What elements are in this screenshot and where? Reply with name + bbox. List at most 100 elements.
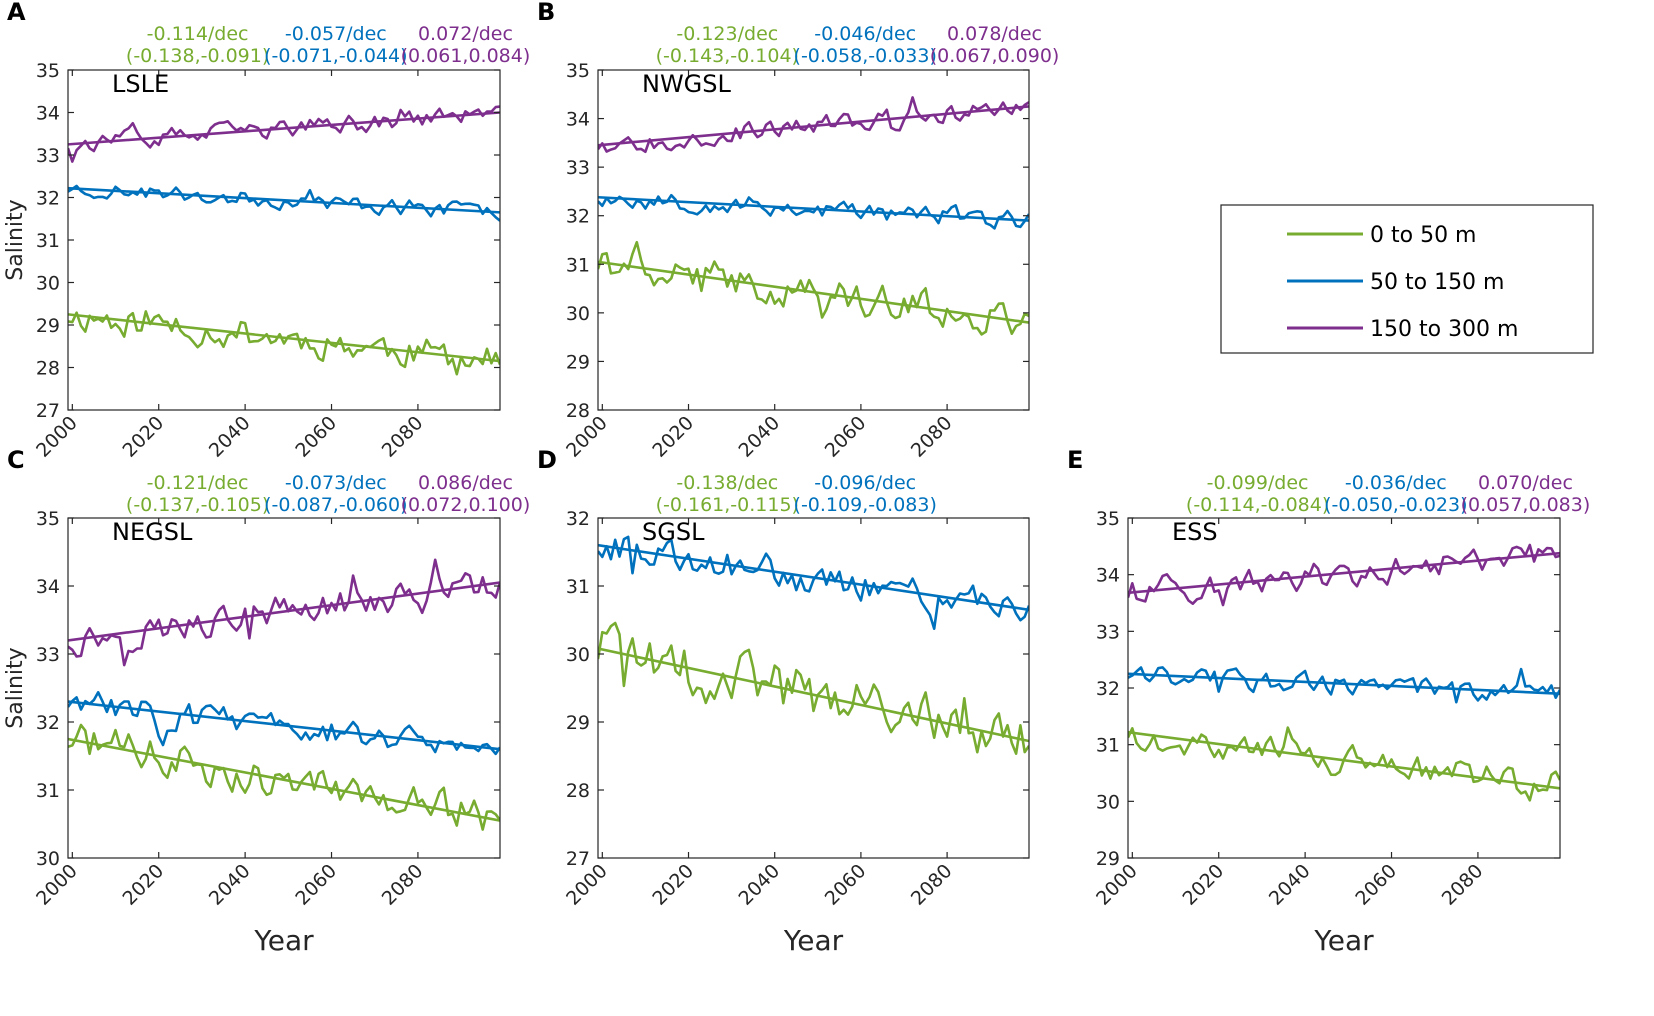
y-tick-label: 28 xyxy=(36,358,60,380)
y-tick-label: 27 xyxy=(36,400,60,422)
y-tick-label: 31 xyxy=(36,780,60,802)
trend-rate-label: 0.072/dec xyxy=(418,23,513,45)
y-tick-label: 29 xyxy=(36,315,60,337)
trend-rate-label: -0.123/dec xyxy=(676,23,778,45)
trend-ci-label: (-0.109,-0.083) xyxy=(794,494,937,516)
y-tick-label: 28 xyxy=(566,400,590,422)
x-tick-label: 2080 xyxy=(907,412,957,462)
x-tick-label: 2040 xyxy=(205,860,255,910)
trend-line xyxy=(1128,730,1560,790)
trend-line xyxy=(598,260,1029,324)
series-line-0-to-50-m xyxy=(1128,726,1560,802)
series-line-0-to-50-m xyxy=(598,621,1029,756)
region-label: ESS xyxy=(1172,518,1218,546)
y-tick-label: 30 xyxy=(36,848,60,870)
trend-ci-label: (-0.143,-0.104) xyxy=(656,45,799,67)
y-tick-label: 31 xyxy=(566,254,590,276)
legend-label: 0 to 50 m xyxy=(1370,223,1477,248)
trend-rate-label: 0.070/dec xyxy=(1478,472,1573,494)
series-line-150-to-300-m xyxy=(68,558,500,667)
trend-ci-label: (-0.114,-0.084) xyxy=(1186,494,1329,516)
series-line-0-to-50-m xyxy=(598,240,1029,336)
y-tick-label: 35 xyxy=(36,60,60,82)
x-tick-label: 2060 xyxy=(821,412,871,462)
series-line-0-to-50-m xyxy=(68,723,500,831)
series-line-50-to-150-m xyxy=(1128,666,1560,704)
series-line-50-to-150-m xyxy=(68,184,500,222)
x-tick-label: 2020 xyxy=(119,860,169,910)
x-tick-label: 2060 xyxy=(291,860,341,910)
y-tick-label: 34 xyxy=(566,109,590,131)
trend-rate-label: 0.078/dec xyxy=(947,23,1042,45)
trend-ci-label: (-0.138,-0.091) xyxy=(126,45,269,67)
y-tick-label: 32 xyxy=(566,206,590,228)
trend-line xyxy=(68,313,500,363)
x-axis-title: Year xyxy=(253,924,314,957)
y-tick-label: 33 xyxy=(1096,621,1120,643)
x-axis-title: Year xyxy=(1313,924,1374,957)
axes-box xyxy=(597,69,1030,411)
y-axis-title: Salinity xyxy=(3,647,28,728)
trend-rate-label: -0.121/dec xyxy=(147,472,249,494)
y-axis-title: Salinity xyxy=(3,199,28,280)
trend-ci-label: (-0.087,-0.060) xyxy=(264,494,407,516)
y-tick-label: 35 xyxy=(1096,508,1120,530)
trend-rate-label: -0.099/dec xyxy=(1207,472,1309,494)
y-tick-label: 34 xyxy=(36,103,60,125)
y-tick-label: 32 xyxy=(566,508,590,530)
trend-rate-label: -0.138/dec xyxy=(676,472,778,494)
y-tick-label: 27 xyxy=(566,848,590,870)
trend-rate-label: -0.096/dec xyxy=(814,472,916,494)
panel-a: A -0.114/dec(-0.138,-0.091) -0.057/dec(-0.… xyxy=(3,0,530,462)
y-tick-label: 34 xyxy=(36,576,60,598)
y-tick-label: 33 xyxy=(36,145,60,167)
panel-c: C -0.121/dec(-0.137,-0.105) -0.073/dec(-0.… xyxy=(3,446,530,957)
trend-ci-label: (0.057,0.083) xyxy=(1461,494,1591,516)
y-tick-label: 32 xyxy=(1096,678,1120,700)
x-tick-label: 2080 xyxy=(907,860,957,910)
y-tick-label: 31 xyxy=(36,230,60,252)
trend-rate-label: -0.114/dec xyxy=(147,23,249,45)
x-tick-label: 2040 xyxy=(1265,860,1315,910)
trend-line xyxy=(598,543,1029,612)
series-line-150-to-300-m xyxy=(1128,543,1560,607)
y-tick-label: 29 xyxy=(1096,848,1120,870)
trend-ci-label: (-0.050,-0.023) xyxy=(1324,494,1467,516)
x-tick-label: 2020 xyxy=(1179,860,1229,910)
trend-line xyxy=(68,581,500,642)
panel-letter: B xyxy=(537,0,555,26)
trend-ci-label: (-0.058,-0.033) xyxy=(794,45,937,67)
panel-b: B -0.123/dec(-0.143,-0.104) -0.046/dec(-0.… xyxy=(537,0,1059,462)
series-line-150-to-300-m xyxy=(598,96,1029,154)
trend-ci-label: (0.061,0.084) xyxy=(401,45,531,67)
trend-line xyxy=(68,700,500,751)
legend-box xyxy=(1220,204,1594,354)
region-label: NWGSL xyxy=(642,70,732,98)
panel-letter: D xyxy=(537,446,557,474)
y-tick-label: 31 xyxy=(566,576,590,598)
trend-line xyxy=(68,737,500,822)
panel-d: D -0.138/dec(-0.161,-0.115) -0.096/dec(-0.… xyxy=(537,446,1030,957)
legend: 0 to 50 m 50 to 150 m 150 to 300 m xyxy=(1220,204,1594,354)
legend-label: 50 to 150 m xyxy=(1370,270,1504,295)
y-tick-label: 30 xyxy=(1096,791,1120,813)
trend-rate-label: -0.057/dec xyxy=(285,23,387,45)
x-axis-title: Year xyxy=(783,924,844,957)
trend-line xyxy=(598,195,1029,222)
x-tick-label: 2060 xyxy=(821,860,871,910)
trend-ci-label: (0.067,0.090) xyxy=(930,45,1060,67)
trend-line xyxy=(598,647,1029,743)
y-tick-label: 34 xyxy=(1096,565,1120,587)
y-tick-label: 30 xyxy=(566,303,590,325)
series-line-50-to-150-m xyxy=(598,193,1029,230)
panel-letter: A xyxy=(7,0,26,26)
panel-e: E -0.099/dec(-0.114,-0.084) -0.036/dec(-0.… xyxy=(1067,446,1590,957)
x-tick-label: 2080 xyxy=(378,860,428,910)
panel-letter: C xyxy=(7,446,25,474)
region-label: LSLE xyxy=(112,70,169,98)
trend-ci-label: (-0.161,-0.115) xyxy=(656,494,799,516)
panel-letter: E xyxy=(1067,446,1083,474)
series-line-50-to-150-m xyxy=(598,535,1029,631)
y-tick-label: 30 xyxy=(566,644,590,666)
